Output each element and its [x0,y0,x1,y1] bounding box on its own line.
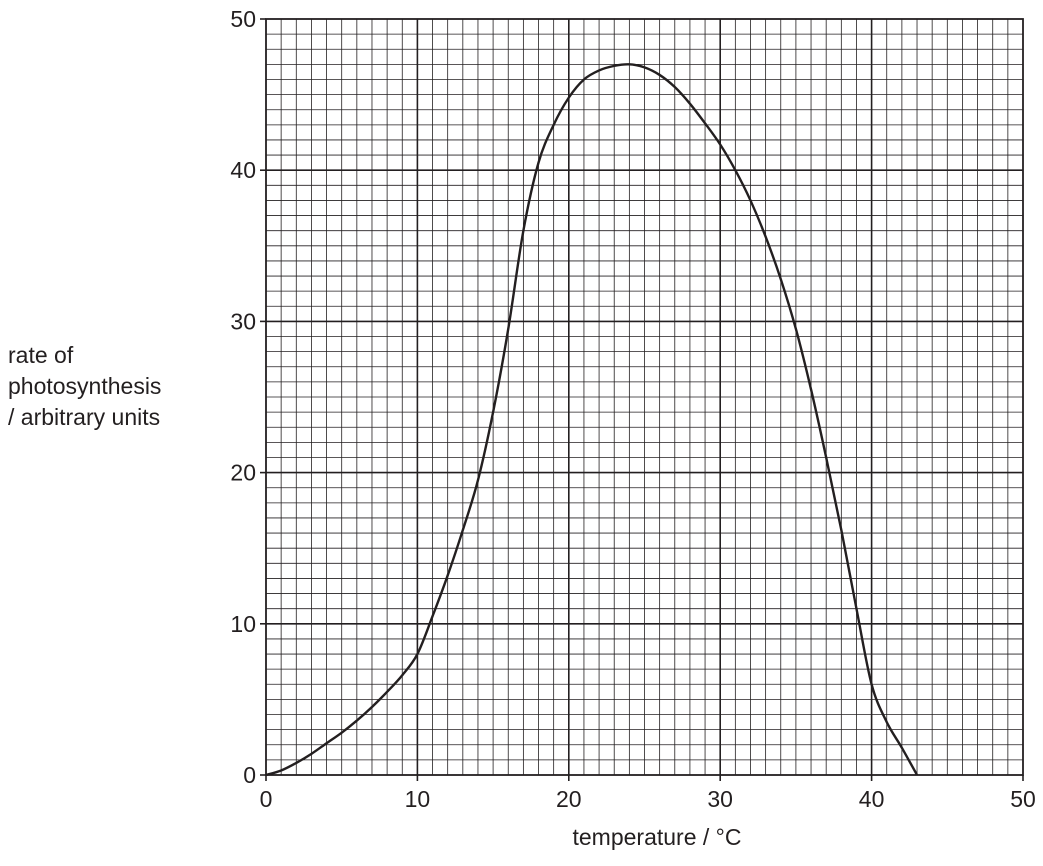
axis-ticks [260,18,1024,781]
y-tick-labels: 0 10 20 30 40 50 [230,6,256,788]
plot-border [265,18,1024,776]
x-tick-label: 0 [260,786,273,812]
x-tick-label: 40 [859,786,885,812]
series-line [265,63,919,777]
y-axis-label: rate of photosynthesis / arbitrary units [8,340,161,433]
x-tick-label: 20 [556,786,582,812]
y-tick-label: 20 [230,460,256,486]
x-tick-label: 30 [707,786,733,812]
y-axis-label-line-3: / arbitrary units [8,404,161,430]
x-tick-label: 10 [405,786,431,812]
plot-frame [265,18,1024,776]
y-tick-label: 0 [243,762,256,788]
y-axis-label-line-1: rate of [8,342,74,368]
x-tick-label: 50 [1010,786,1036,812]
y-axis-label-line-2: photosynthesis [8,373,162,399]
y-tick-label: 10 [230,611,256,637]
y-tick-label: 30 [230,308,256,334]
x-tick-labels: 0 10 20 30 40 50 [260,786,1036,812]
minor-grid [266,19,1023,775]
y-tick-label: 40 [230,157,256,183]
y-tick-label: 50 [230,6,256,32]
series-group [265,63,919,777]
x-axis-label: temperature / °C [572,824,742,850]
